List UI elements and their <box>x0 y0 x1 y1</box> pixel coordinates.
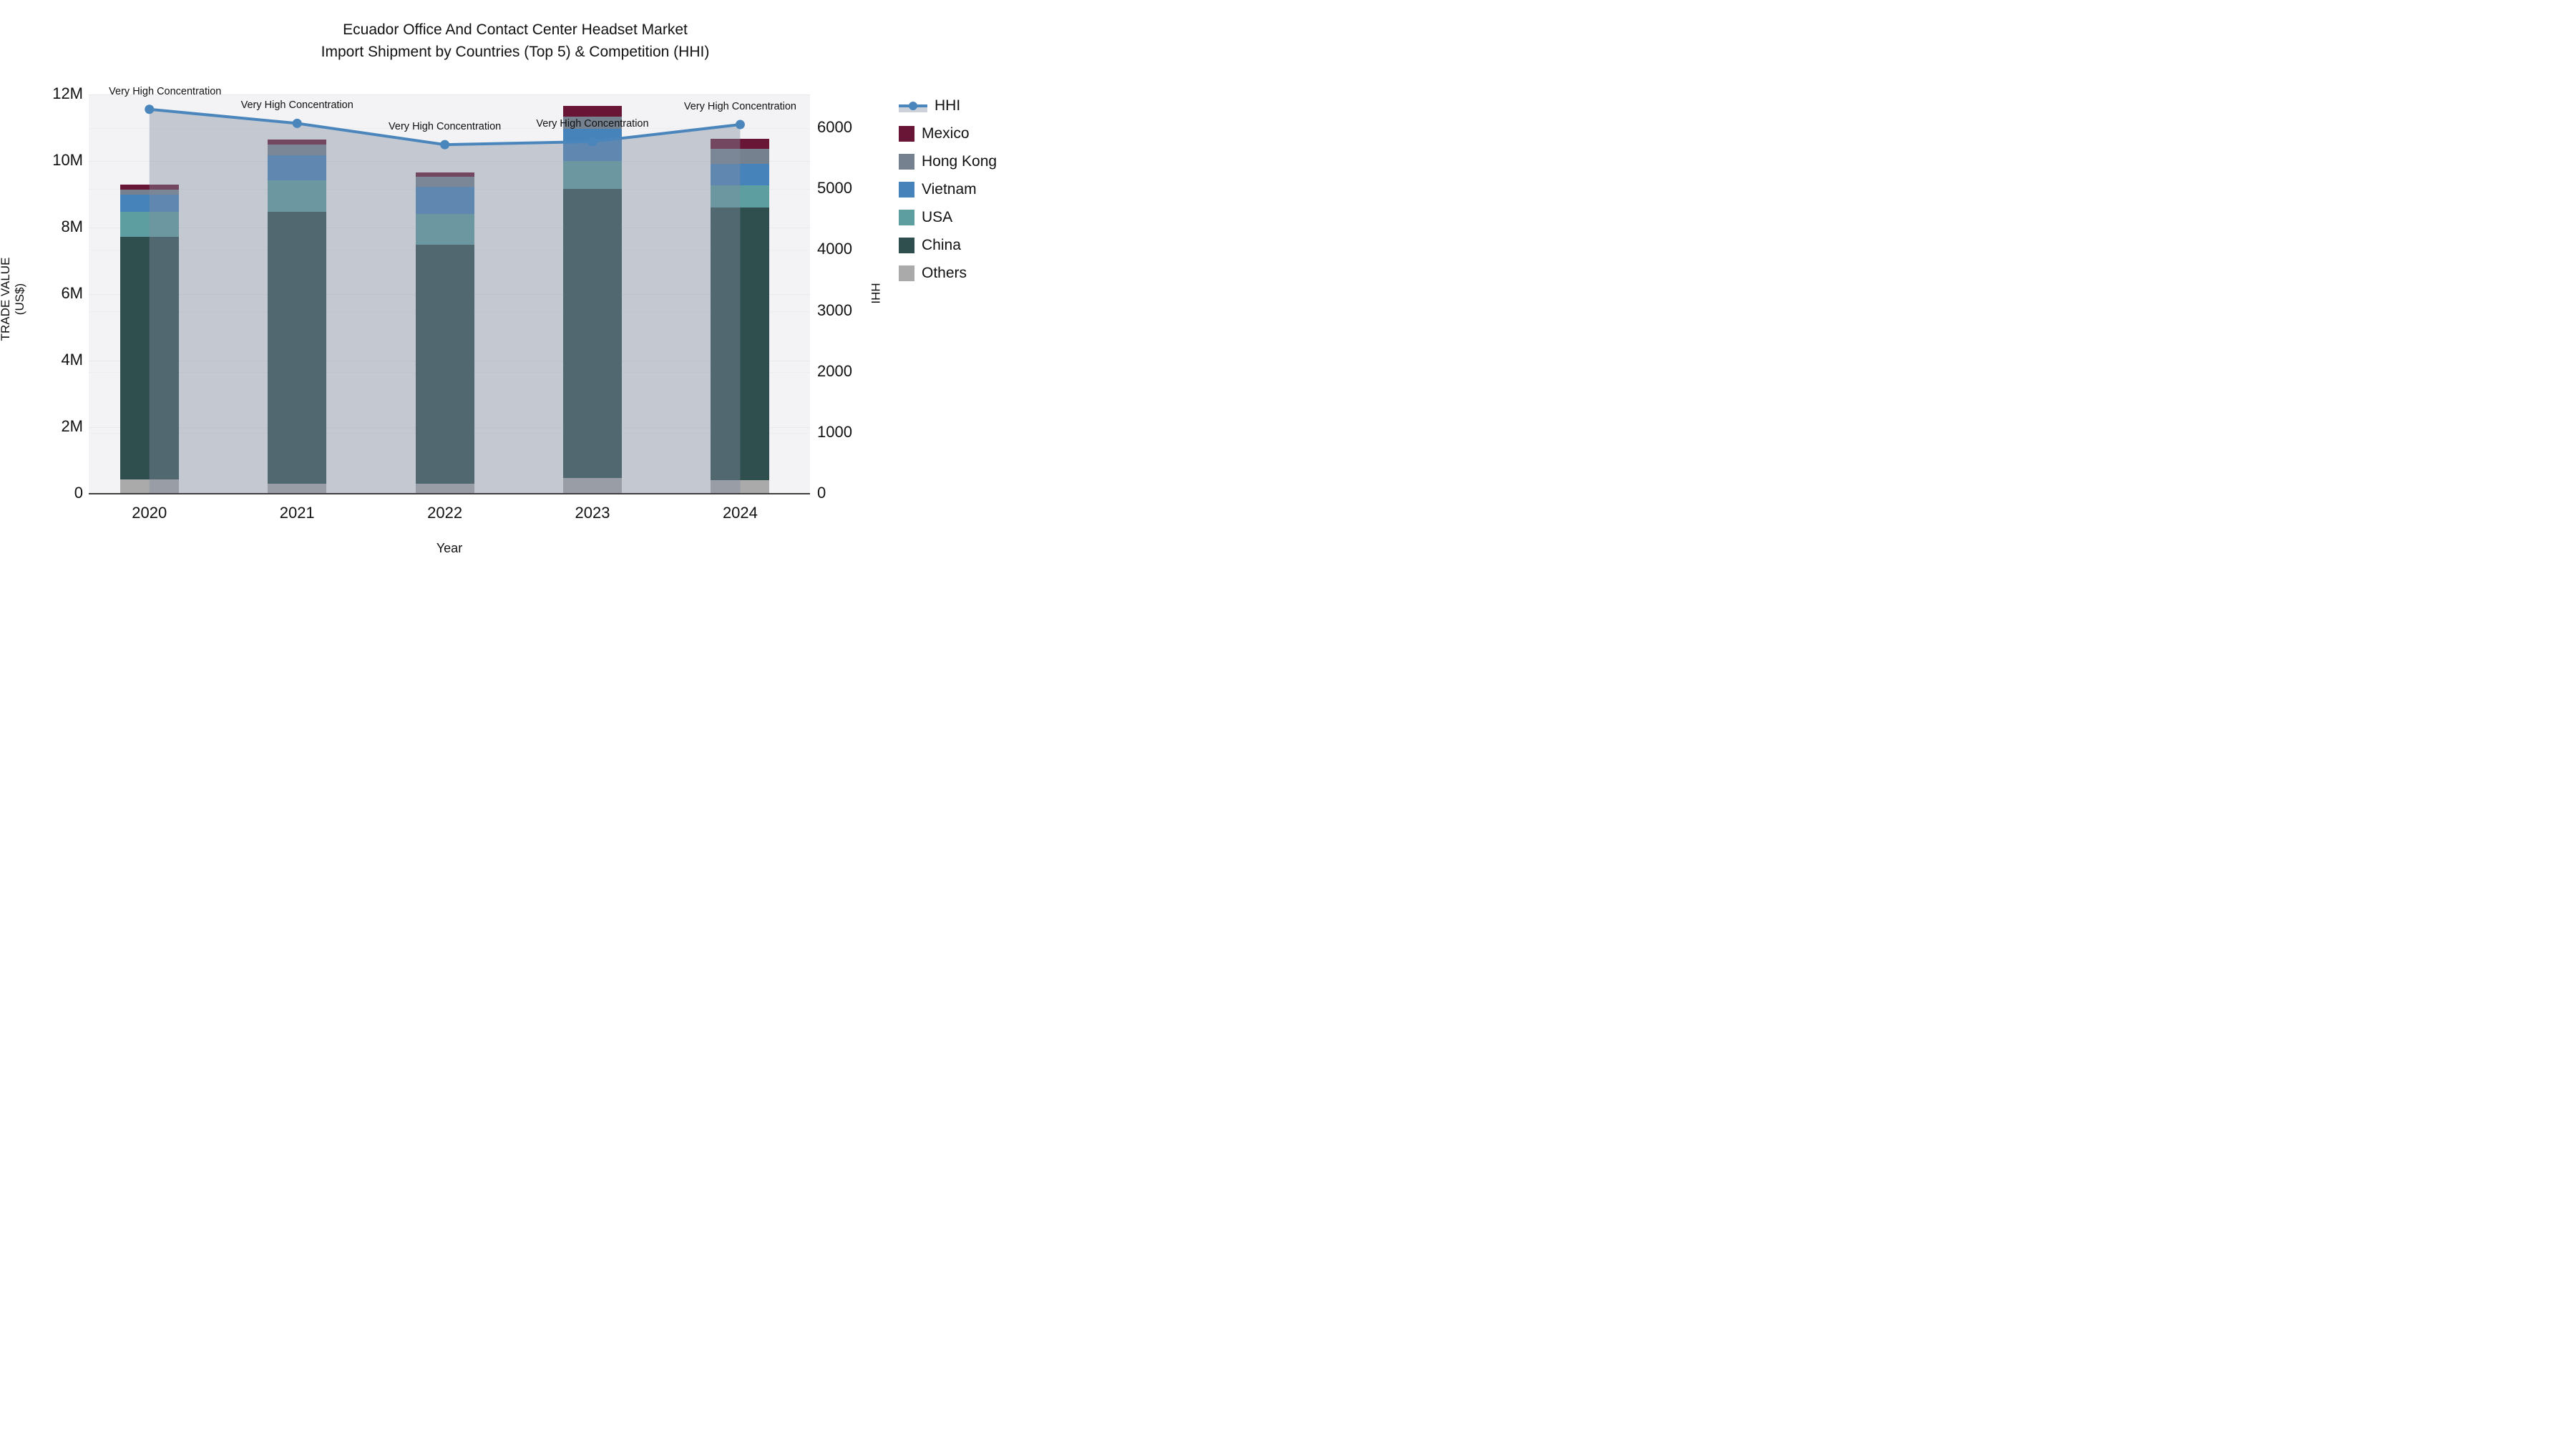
legend-item-hhi[interactable]: HHI <box>899 97 997 114</box>
annotation-2021: Very High Concentration <box>240 99 353 112</box>
annotation-2022: Very High Concentration <box>389 121 502 133</box>
legend-item-others[interactable]: Others <box>899 265 997 282</box>
annotation-2023: Very High Concentration <box>536 117 649 130</box>
bar-2024-hong-kong[interactable] <box>711 148 770 164</box>
y-right-tick-6000: 6000 <box>817 118 852 137</box>
bar-2024-vietnam[interactable] <box>711 163 770 186</box>
x-tick-2020: 2020 <box>132 504 167 522</box>
legend-label: Hong Kong <box>922 153 997 170</box>
legend-label: Mexico <box>922 125 970 142</box>
bar-2024-usa[interactable] <box>711 185 770 208</box>
chart-title-line1: Ecuador Office And Contact Center Headse… <box>343 21 688 38</box>
legend-item-vietnam[interactable]: Vietnam <box>899 181 997 198</box>
annotation-2024: Very High Concentration <box>683 101 796 113</box>
legend-swatch-vietnam <box>899 182 914 197</box>
bar-2020-vietnam[interactable] <box>119 195 179 212</box>
annotation-2020: Very High Concentration <box>109 85 222 97</box>
x-tick-2022: 2022 <box>427 504 463 522</box>
legend-label: HHI <box>935 97 961 114</box>
legend-label: China <box>922 237 961 253</box>
y-left-tick-8M: 8M <box>61 218 83 235</box>
legend-hhi-line-icon <box>899 98 927 114</box>
y-left-tick-12M: 12M <box>52 84 83 102</box>
bar-2023-usa[interactable] <box>562 161 622 189</box>
bar-2020-china[interactable] <box>119 237 179 479</box>
x-axis-line <box>89 493 810 494</box>
legend-swatch-hong-kong <box>899 154 914 170</box>
chart-title-line2: Import Shipment by Countries (Top 5) & C… <box>321 44 710 60</box>
legend-swatch-others <box>899 265 914 281</box>
legend-swatch-china <box>899 238 914 253</box>
legend-item-usa[interactable]: USA <box>899 209 997 226</box>
bar-2024-china[interactable] <box>711 207 770 481</box>
bar-2020-mexico[interactable] <box>119 184 179 190</box>
bar-2021-mexico[interactable] <box>268 139 327 145</box>
y-left-tick-0: 0 <box>74 484 83 502</box>
x-axis-title: Year <box>436 541 463 555</box>
bar-2020-others[interactable] <box>119 479 179 494</box>
legend-item-china[interactable]: China <box>899 237 997 254</box>
gridline-left-12M <box>89 94 810 95</box>
x-tick-2023: 2023 <box>575 504 610 522</box>
bar-2021-others[interactable] <box>268 483 327 494</box>
bar-2022-china[interactable] <box>415 245 474 484</box>
bar-2022-mexico[interactable] <box>415 172 474 177</box>
y-right-tick-3000: 3000 <box>817 301 852 319</box>
bar-2022-others[interactable] <box>415 483 474 494</box>
x-tick-2024: 2024 <box>722 504 758 522</box>
y-right-tick-2000: 2000 <box>817 361 852 380</box>
hhi-marker-2024[interactable] <box>735 119 745 130</box>
bar-2024-mexico[interactable] <box>711 138 770 149</box>
y-right-tick-5000: 5000 <box>817 179 852 197</box>
legend-swatch-mexico <box>899 126 914 142</box>
bar-2023-others[interactable] <box>562 477 622 494</box>
plot-area <box>89 94 810 494</box>
bar-2022-usa[interactable] <box>415 214 474 245</box>
chart-title: Ecuador Office And Contact Center Headse… <box>0 19 1030 63</box>
x-tick-2021: 2021 <box>279 504 315 522</box>
hhi-marker-2020[interactable] <box>145 104 155 114</box>
gridline-left-10M <box>89 161 810 162</box>
hhi-marker-2022[interactable] <box>440 140 450 150</box>
bar-2021-vietnam[interactable] <box>268 155 327 181</box>
y-left-tick-6M: 6M <box>61 284 83 302</box>
bar-2022-vietnam[interactable] <box>415 187 474 215</box>
legend-swatch-usa <box>899 210 914 225</box>
bar-2021-usa[interactable] <box>268 180 327 213</box>
y-right-tick-0: 0 <box>817 484 826 502</box>
bar-2021-china[interactable] <box>268 212 327 484</box>
bar-2022-hong-kong[interactable] <box>415 176 474 187</box>
bar-2023-mexico[interactable] <box>562 106 622 117</box>
bar-2021-hong-kong[interactable] <box>268 145 327 156</box>
bar-2020-hong-kong[interactable] <box>119 190 179 195</box>
y-right-tick-1000: 1000 <box>817 422 852 441</box>
legend: HHI Mexico Hong Kong Vietnam USA China Others <box>899 97 997 282</box>
hhi-marker-2023[interactable] <box>587 137 597 147</box>
hhi-marker-2021[interactable] <box>292 118 302 128</box>
legend-item-mexico[interactable]: Mexico <box>899 125 997 142</box>
chart-canvas: Ecuador Office And Contact Center Headse… <box>0 0 1030 580</box>
legend-label: Others <box>922 265 967 281</box>
y-left-tick-10M: 10M <box>52 151 83 169</box>
bar-2020-usa[interactable] <box>119 211 179 237</box>
legend-label: USA <box>922 209 953 225</box>
y-right-tick-4000: 4000 <box>817 240 852 258</box>
legend-item-hong-kong[interactable]: Hong Kong <box>899 153 997 170</box>
y-left-tick-4M: 4M <box>61 351 83 369</box>
bar-2024-others[interactable] <box>711 480 770 494</box>
y-left-tick-2M: 2M <box>61 417 83 435</box>
legend-label: Vietnam <box>922 181 977 197</box>
bar-2023-china[interactable] <box>562 188 622 478</box>
